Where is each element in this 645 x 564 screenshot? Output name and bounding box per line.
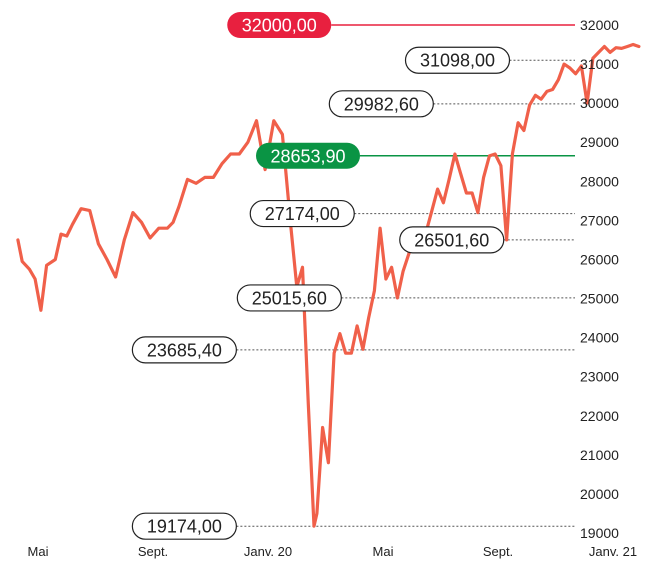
y-tick-label-8: 27000: [580, 212, 619, 228]
reference-lines: [236, 24, 575, 527]
reference-label-box-3: [256, 142, 360, 169]
reference-label-1: 31098,00: [404, 46, 511, 74]
y-tick-label-0: 19000: [580, 525, 619, 541]
reference-label-text-6: 25015,60: [252, 288, 327, 308]
reference-label-5: 26501,60: [399, 226, 505, 254]
reference-label-text-1: 31098,00: [420, 51, 495, 71]
y-tick-label-13: 32000: [580, 17, 619, 33]
reference-label-box-1: [404, 46, 511, 74]
reference-label-text-0: 32000,00: [242, 16, 317, 36]
y-tick-label-2: 21000: [580, 447, 619, 463]
y-tick-label-7: 26000: [580, 251, 619, 267]
x-tick-label-0: Mai: [28, 544, 49, 559]
reference-label-box-0: [227, 12, 332, 38]
series-line-0: [16, 42, 641, 528]
reference-label-text-4: 27174,00: [265, 204, 340, 224]
reference-label-text-2: 29982,60: [344, 94, 419, 114]
reference-label-box-5: [399, 226, 505, 254]
y-tick-label-3: 22000: [580, 408, 619, 424]
x-axis: Mai Sept. Janv. 20 Mai Sept. Janv. 21: [28, 544, 638, 559]
x-tick-label-5: Janv. 21: [589, 544, 637, 559]
y-tick-label-4: 23000: [580, 369, 619, 385]
reference-label-box-2: [328, 90, 434, 118]
x-tick-label-2: Janv. 20: [244, 544, 292, 559]
reference-label-box-6: [236, 284, 342, 312]
reference-labels: 32000,00 31098,00 29982,60 28653,90 27174,00…: [131, 12, 511, 540]
reference-label-box-7: [131, 336, 237, 364]
y-tick-label-11: 30000: [580, 95, 619, 111]
reference-label-8: 19174,00: [131, 512, 237, 540]
reference-label-3: 28653,90: [256, 142, 360, 169]
series-layer: [16, 42, 641, 528]
reference-label-text-5: 26501,60: [414, 230, 489, 250]
reference-label-6: 25015,60: [236, 284, 342, 312]
x-tick-label-3: Mai: [373, 544, 394, 559]
reference-label-4: 27174,00: [249, 199, 355, 228]
reference-label-box-4: [249, 199, 355, 228]
y-tick-label-5: 24000: [580, 330, 619, 346]
y-tick-label-6: 25000: [580, 291, 619, 307]
y-tick-label-10: 29000: [580, 134, 619, 150]
reference-label-text-8: 19174,00: [147, 517, 222, 537]
reference-label-0: 32000,00: [227, 12, 332, 38]
y-tick-label-9: 28000: [580, 173, 619, 189]
x-tick-label-4: Sept.: [483, 544, 513, 559]
reference-label-7: 23685,40: [131, 336, 237, 364]
reference-label-text-7: 23685,40: [147, 340, 222, 360]
reference-label-text-3: 28653,90: [270, 146, 345, 166]
x-tick-label-1: Sept.: [138, 544, 168, 559]
y-tick-label-1: 20000: [580, 486, 619, 502]
y-axis: 19000 20000 21000 22000 23000 24000 25000 26000…: [580, 17, 619, 541]
y-tick-label-12: 31000: [580, 56, 619, 72]
reference-label-box-8: [131, 512, 237, 540]
reference-label-2: 29982,60: [328, 90, 434, 118]
